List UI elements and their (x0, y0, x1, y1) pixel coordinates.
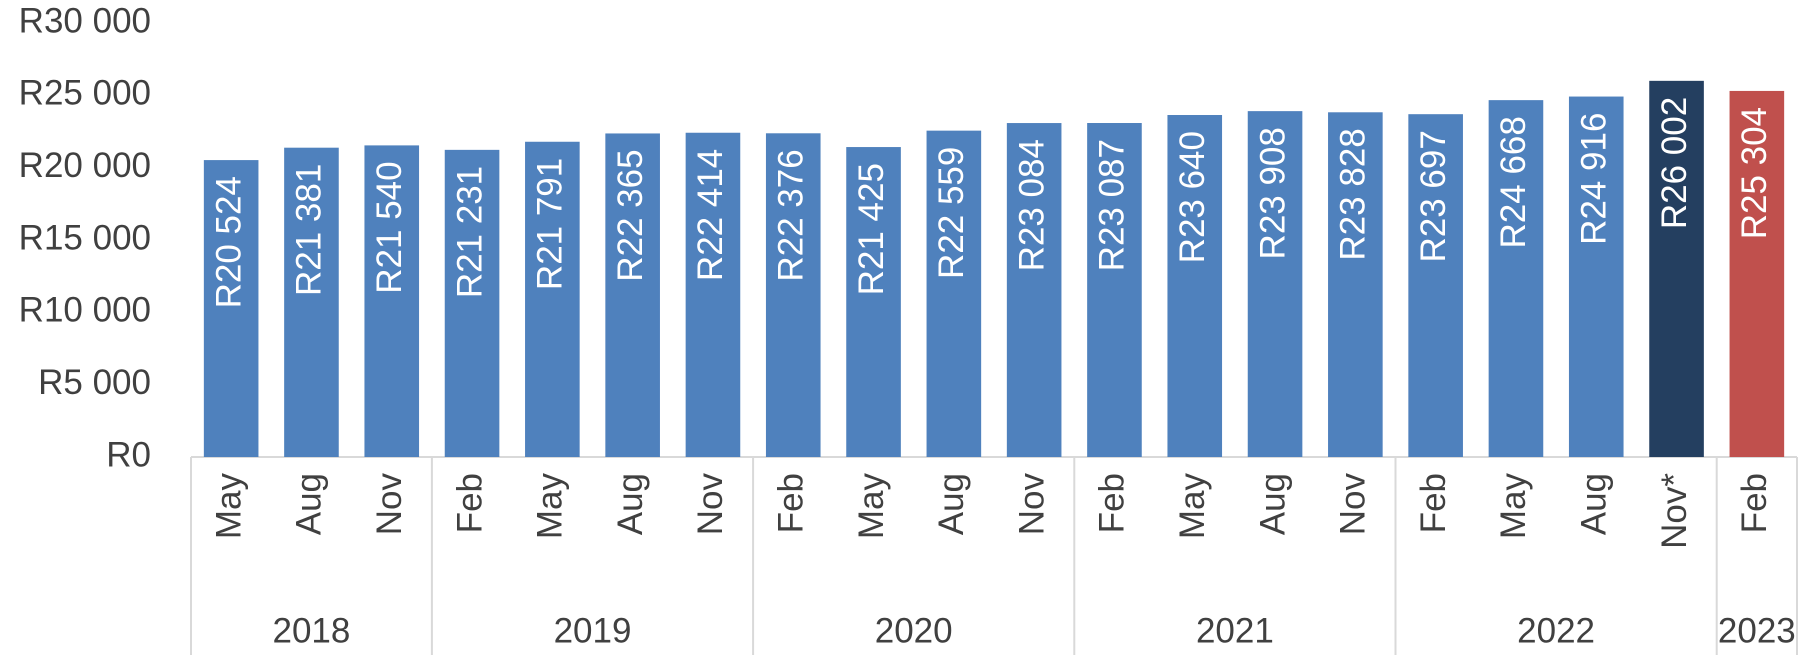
value-label: R23 087 (1093, 139, 1132, 271)
x-tick-label: Nov (1334, 473, 1373, 536)
group-label: 2020 (875, 611, 953, 650)
value-label: R21 381 (290, 164, 329, 296)
bar (364, 145, 420, 457)
value-label: R22 414 (691, 149, 730, 281)
bar (1006, 123, 1062, 458)
group-label: 2021 (1196, 611, 1274, 650)
bar (1649, 80, 1704, 457)
x-tick-label: Feb (1093, 473, 1132, 533)
x-tick-label: Feb (772, 473, 811, 533)
bar (685, 132, 741, 457)
bar (444, 149, 500, 457)
value-label: R22 559 (932, 147, 971, 279)
x-tick-label: Aug (611, 473, 650, 535)
value-label: R21 540 (370, 161, 409, 293)
y-tick-label: R0 (106, 435, 151, 474)
y-tick-label: R5 000 (38, 363, 151, 402)
group-label: 2022 (1517, 611, 1595, 650)
x-tick-label: Nov (691, 473, 730, 536)
bar (1408, 114, 1463, 457)
x-tick-label: May (1173, 473, 1212, 540)
bar (1328, 112, 1383, 457)
value-label: R23 640 (1173, 131, 1212, 263)
value-label: R21 425 (852, 163, 891, 295)
value-label: R25 304 (1735, 107, 1774, 239)
bar (846, 147, 901, 457)
value-label: R24 916 (1575, 113, 1614, 245)
bar (284, 147, 339, 457)
bar (203, 160, 259, 458)
y-tick-label: R30 000 (19, 1, 151, 40)
bar (525, 141, 580, 457)
bar (1488, 100, 1544, 458)
y-tick-label: R10 000 (19, 291, 151, 330)
value-label: R23 828 (1334, 128, 1373, 260)
bar (765, 133, 821, 457)
x-tick-label: Feb (1414, 473, 1453, 533)
x-tick-label: Feb (450, 473, 489, 533)
group-label: 2023 (1718, 611, 1796, 650)
bar (605, 133, 660, 457)
x-tick-label: Aug (932, 473, 971, 535)
value-label: R23 697 (1414, 130, 1453, 262)
x-tick-label: Nov* (1655, 473, 1694, 549)
x-tick-label: May (1494, 473, 1533, 540)
value-label: R22 376 (772, 149, 811, 281)
value-label: R21 231 (450, 166, 489, 298)
bar (1167, 115, 1223, 458)
x-tick-label: May (531, 473, 570, 540)
x-tick-label: May (209, 473, 248, 540)
bar (1729, 90, 1785, 458)
value-label: R23 908 (1253, 127, 1292, 259)
x-tick-label: May (852, 473, 891, 540)
value-label: R26 002 (1655, 97, 1694, 229)
value-label: R23 084 (1012, 139, 1051, 271)
bar (926, 130, 982, 457)
x-tick-label: Aug (1575, 473, 1614, 535)
value-label: R21 791 (531, 158, 570, 290)
x-tick-label: Nov (1012, 473, 1051, 536)
x-tick-label: Aug (290, 473, 329, 535)
value-label: R20 524 (209, 176, 248, 308)
x-tick-label: Nov (370, 473, 409, 536)
x-tick-label: Feb (1735, 473, 1774, 533)
group-label: 2019 (554, 611, 632, 650)
bar (1247, 111, 1303, 458)
y-tick-label: R20 000 (19, 146, 151, 185)
bar (1087, 123, 1142, 458)
bar (1568, 96, 1624, 458)
y-tick-label: R25 000 (19, 74, 151, 113)
x-tick-label: Aug (1253, 473, 1292, 535)
y-tick-label: R15 000 (19, 218, 151, 257)
value-label: R24 668 (1494, 116, 1533, 248)
value-label: R22 365 (611, 149, 650, 281)
group-label: 2018 (273, 611, 351, 650)
